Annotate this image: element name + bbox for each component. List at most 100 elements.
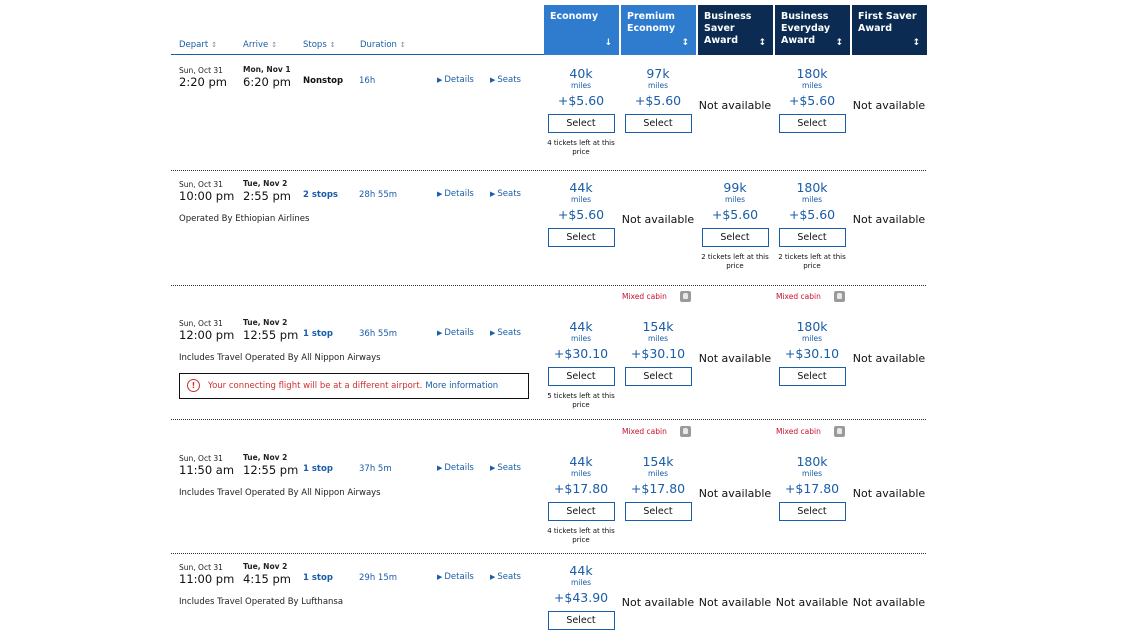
depart-time: 2:20 pm: [179, 75, 227, 89]
miles-label: miles: [802, 81, 822, 90]
sort-down-icon: ↓: [604, 38, 612, 48]
fare-miles: 180k: [796, 66, 828, 81]
cabin-header-economy[interactable]: Economy ↓: [544, 5, 619, 55]
operated-by: Includes Travel Operated By All Nippon A…: [179, 353, 381, 363]
select-fare-button[interactable]: Select: [547, 367, 615, 386]
alert-circle-icon: !: [187, 379, 200, 392]
select-fare-button[interactable]: Select: [624, 367, 692, 386]
fare-miles: 44k: [569, 454, 593, 469]
select-fare-button[interactable]: Select: [778, 502, 846, 521]
stops-value[interactable]: 1 stop: [303, 464, 333, 474]
sort-arrows-icon: ↕: [681, 38, 689, 48]
tickets-left-note: 4 tickets left at this price: [547, 527, 615, 544]
fare-cell: 180k miles +$5.60 Select 2 tickets left at t…: [775, 181, 849, 271]
not-available-label: Not available: [698, 596, 772, 609]
operated-by: Includes Travel Operated By Lufthansa: [179, 597, 344, 607]
not-available-label: Not available: [775, 596, 849, 609]
header-divider: [171, 54, 544, 55]
fare-miles: 154k: [642, 319, 674, 334]
seats-link[interactable]: ▶ Seats: [490, 189, 521, 199]
depart-date: Sun, Oct 31: [179, 319, 223, 328]
seats-link[interactable]: ▶ Seats: [490, 328, 521, 338]
row-divider: [171, 419, 926, 420]
select-fare-button[interactable]: Select: [547, 611, 615, 630]
fare-cell: 180k miles +$5.60 Select: [775, 67, 849, 133]
seat-icon[interactable]: [680, 291, 691, 302]
fare-miles: 44k: [569, 563, 593, 578]
tickets-left-note: 4 tickets left at this price: [547, 139, 615, 156]
fare-taxes: +$17.80: [784, 481, 840, 496]
sort-stops[interactable]: Stops ↕: [303, 40, 336, 50]
not-available-label: Not available: [852, 99, 926, 112]
not-available-label: Not available: [621, 213, 695, 226]
miles-label: miles: [571, 334, 591, 343]
depart-time: 10:00 pm: [179, 189, 235, 203]
stops-value[interactable]: 2 stops: [303, 190, 338, 200]
fare-taxes: +$17.80: [630, 481, 686, 496]
duration-value: 16h: [359, 76, 376, 86]
seat-icon[interactable]: [680, 426, 691, 437]
not-available-label: Not available: [698, 99, 772, 112]
mixed-cabin-label: Mixed cabin: [622, 292, 667, 301]
sort-arrows-icon: ↕: [271, 41, 277, 49]
seats-link[interactable]: ▶ Seats: [490, 463, 521, 473]
seats-link[interactable]: ▶ Seats: [490, 75, 521, 85]
stops-value[interactable]: 1 stop: [303, 329, 333, 339]
sort-arrive[interactable]: Arrive ↕: [243, 40, 277, 50]
caret-right-icon: ▶: [437, 190, 443, 198]
row-divider: [171, 553, 926, 554]
details-link[interactable]: ▶ Details: [437, 189, 474, 199]
sort-arrows-icon: ↕: [912, 38, 920, 48]
sort-duration[interactable]: Duration ↕: [360, 40, 406, 50]
depart-time: 12:00 pm: [179, 328, 235, 342]
sort-arrows-icon: ↕: [399, 41, 406, 49]
not-available-label: Not available: [698, 487, 772, 500]
not-available-label: Not available: [852, 213, 926, 226]
mixed-cabin-label: Mixed cabin: [776, 292, 821, 301]
seat-icon[interactable]: [834, 291, 845, 302]
seat-icon[interactable]: [834, 426, 845, 437]
more-information-link[interactable]: More information: [425, 381, 499, 391]
cabin-header-premium-economy[interactable]: Premium Economy ↕: [621, 5, 696, 55]
row-divider: [171, 285, 926, 286]
fare-cell: 154k miles +$30.10 Select: [621, 320, 695, 386]
caret-right-icon: ▶: [490, 76, 496, 84]
sort-depart[interactable]: Depart ↕: [179, 40, 217, 50]
depart-time: 11:50 am: [179, 463, 235, 477]
caret-right-icon: ▶: [437, 329, 443, 337]
select-fare-button[interactable]: Select: [624, 502, 692, 521]
select-fare-button[interactable]: Select: [547, 228, 615, 247]
arrive-date: Tue, Nov 2: [243, 318, 288, 327]
fare-cell: 180k miles +$30.10 Select: [775, 320, 849, 386]
fare-cell: 180k miles +$17.80 Select: [775, 455, 849, 521]
seats-link[interactable]: ▶ Seats: [490, 572, 521, 582]
fare-cell: 40k miles +$5.60 Select 4 tickets left at th…: [544, 67, 618, 157]
details-link[interactable]: ▶ Details: [437, 75, 474, 85]
fare-taxes: +$5.60: [711, 207, 759, 222]
details-link[interactable]: ▶ Details: [437, 328, 474, 338]
stops-value[interactable]: 1 stop: [303, 573, 333, 583]
details-link[interactable]: ▶ Details: [437, 572, 474, 582]
sort-arrows-icon: ↕: [835, 38, 843, 48]
cabin-header-first-saver[interactable]: First Saver Award ↕: [852, 5, 927, 55]
select-fare-button[interactable]: Select: [547, 502, 615, 521]
arrive-time: 2:55 pm: [243, 189, 291, 203]
fare-cell: 154k miles +$17.80 Select: [621, 455, 695, 521]
fare-miles: 99k: [723, 180, 747, 195]
select-fare-button[interactable]: Select: [778, 114, 846, 133]
select-fare-button[interactable]: Select: [547, 114, 615, 133]
duration-value: 37h 5m: [359, 464, 392, 474]
select-fare-button[interactable]: Select: [701, 228, 769, 247]
cabin-header-business-saver[interactable]: Business Saver Award ↕: [698, 5, 773, 55]
fare-miles: 180k: [796, 454, 828, 469]
fare-taxes: +$17.80: [553, 481, 609, 496]
select-fare-button[interactable]: Select: [624, 114, 692, 133]
tickets-left-note: 5 tickets left at this price: [547, 392, 615, 409]
cabin-header-business-everyday[interactable]: Business Everyday Award ↕: [775, 5, 850, 55]
details-link[interactable]: ▶ Details: [437, 463, 474, 473]
operated-by: Operated By Ethiopian Airlines: [179, 214, 310, 224]
operated-by: Includes Travel Operated By All Nippon A…: [179, 488, 381, 498]
caret-right-icon: ▶: [490, 190, 496, 198]
select-fare-button[interactable]: Select: [778, 367, 846, 386]
select-fare-button[interactable]: Select: [778, 228, 846, 247]
